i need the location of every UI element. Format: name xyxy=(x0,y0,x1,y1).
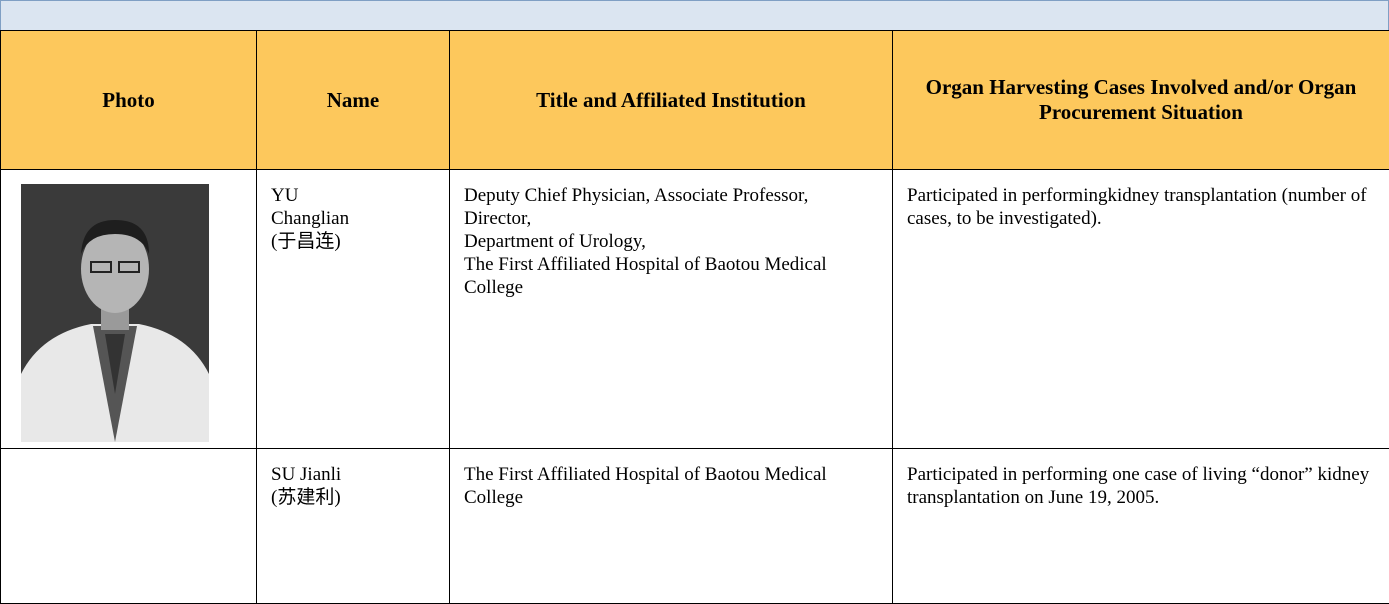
top-band xyxy=(0,0,1389,30)
photo-cell xyxy=(1,170,257,449)
photo-cell xyxy=(1,449,257,604)
text-line: YU xyxy=(271,184,437,207)
text-line: Department of Urology, xyxy=(464,230,880,253)
portrait-photo xyxy=(21,184,209,442)
text-line: Changlian xyxy=(271,207,437,230)
table-row: SU Jianli(苏建利) The First Affiliated Hospi… xyxy=(1,449,1389,604)
column-header: Title and Affiliated Institution xyxy=(450,31,893,170)
column-header: Photo xyxy=(1,31,257,170)
text-line: The First Affiliated Hospital of Baotou … xyxy=(464,253,880,299)
text-line: (于昌连) xyxy=(271,230,437,253)
text-line: (苏建利) xyxy=(271,486,437,509)
text-line: SU Jianli xyxy=(271,463,437,486)
text-line: Director, xyxy=(464,207,880,230)
column-header: Organ Harvesting Cases Involved and/or O… xyxy=(893,31,1389,170)
title-cell: The First Affiliated Hospital of Baotou … xyxy=(450,449,893,604)
text-line: Deputy Chief Physician, Associate Profes… xyxy=(464,184,880,207)
situation-cell: Participated in performingkidney transpl… xyxy=(893,170,1389,449)
name-cell: SU Jianli(苏建利) xyxy=(257,449,450,604)
text-line: The First Affiliated Hospital of Baotou … xyxy=(464,463,880,509)
situation-cell: Participated in performing one case of l… xyxy=(893,449,1389,604)
title-cell: Deputy Chief Physician, Associate Profes… xyxy=(450,170,893,449)
column-header: Name xyxy=(257,31,450,170)
